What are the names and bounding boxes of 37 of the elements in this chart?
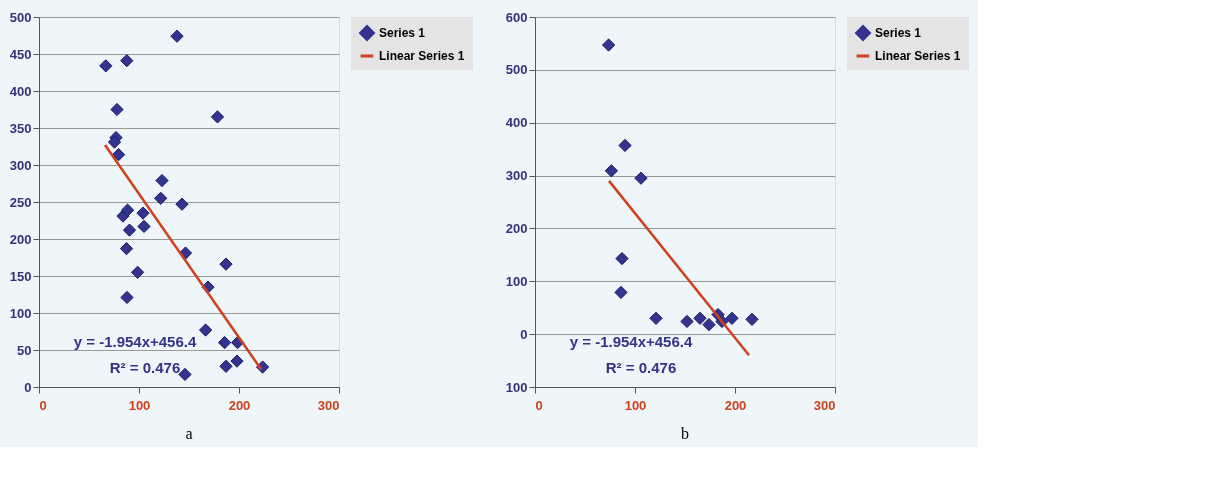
y-tick-label: 500	[9, 9, 32, 25]
y-tick-label: 500	[505, 62, 528, 78]
legend-label: Linear Series 1	[379, 49, 465, 63]
legend-label: Series 1	[875, 26, 922, 40]
y-tick-label: 100	[505, 273, 528, 289]
y-tick-label: 250	[9, 194, 32, 210]
x-tick-label: 300	[813, 397, 836, 413]
legend-label: Series 1	[379, 26, 426, 40]
y-tick-label: 350	[9, 120, 32, 136]
legend-label: Linear Series 1	[875, 49, 961, 63]
annotation: y = -1.954x+456.4	[73, 333, 197, 350]
y-tick-label: 100	[9, 305, 32, 321]
y-tick-label: 0	[24, 379, 32, 395]
x-tick-label: 0	[39, 397, 47, 413]
text: b	[681, 425, 689, 442]
y-tick-label: 150	[9, 268, 32, 284]
x-tick-label: 0	[535, 397, 543, 413]
y-tick-label: 200	[505, 220, 528, 236]
x-tick-label: 300	[317, 397, 340, 413]
annotation: y = -1.954x+456.4	[569, 333, 693, 350]
y-tick-label: 300	[505, 168, 528, 184]
y-tick-label: 450	[9, 46, 32, 62]
y-tick-label: 0	[520, 326, 528, 342]
x-tick-label: 100	[128, 397, 151, 413]
x-tick-label: 200	[228, 397, 251, 413]
text: a	[185, 425, 193, 442]
x-tick-label: 200	[724, 397, 747, 413]
annotation: R² = 0.476	[605, 359, 677, 376]
y-tick-label: 300	[9, 157, 32, 173]
annotation: R² = 0.476	[109, 359, 181, 376]
y-tick-label: 100	[505, 379, 528, 395]
y-tick-label: 200	[9, 231, 32, 247]
y-tick-label: 400	[9, 83, 32, 99]
y-tick-label: 400	[505, 115, 528, 131]
y-tick-label: 600	[505, 9, 528, 25]
y-tick-label: 50	[17, 342, 32, 358]
x-tick-label: 100	[624, 397, 647, 413]
